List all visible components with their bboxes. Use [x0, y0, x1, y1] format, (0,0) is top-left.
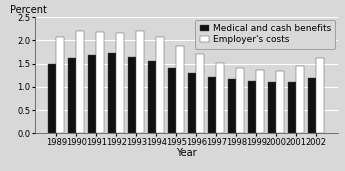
Bar — [156, 37, 164, 133]
Bar — [268, 82, 276, 133]
Bar — [116, 33, 124, 133]
Legend: Medical and cash benefits, Employer's costs: Medical and cash benefits, Employer's co… — [196, 20, 335, 49]
X-axis label: Year: Year — [176, 148, 197, 158]
Bar — [76, 31, 84, 133]
Bar — [228, 79, 236, 133]
Bar — [276, 71, 284, 133]
Bar — [68, 58, 76, 133]
Bar — [216, 63, 224, 133]
Bar — [96, 31, 104, 133]
Bar — [236, 68, 244, 133]
Bar — [256, 70, 264, 133]
Bar — [308, 78, 316, 133]
Bar — [296, 66, 304, 133]
Text: Percent: Percent — [10, 5, 47, 15]
Bar — [168, 68, 176, 133]
Bar — [288, 82, 296, 133]
Bar — [56, 37, 64, 133]
Bar — [208, 77, 216, 133]
Bar — [176, 46, 184, 133]
Bar — [88, 55, 96, 133]
Bar — [316, 58, 324, 133]
Bar — [196, 54, 204, 133]
Bar — [48, 64, 56, 133]
Bar — [148, 61, 156, 133]
Bar — [108, 53, 116, 133]
Bar — [128, 57, 136, 133]
Bar — [188, 73, 196, 133]
Bar — [136, 31, 144, 133]
Bar — [248, 81, 256, 133]
